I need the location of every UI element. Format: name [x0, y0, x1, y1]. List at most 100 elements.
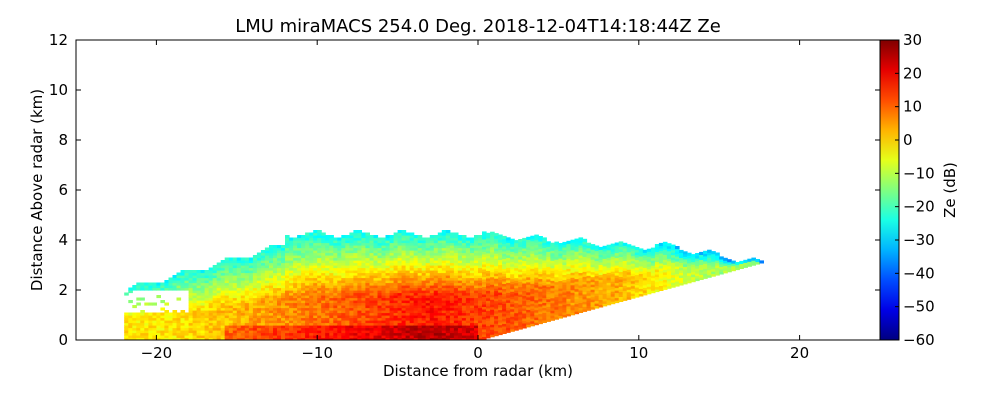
reflectivity-cell [353, 332, 358, 336]
reflectivity-cell [301, 322, 306, 326]
reflectivity-cell [369, 295, 375, 299]
reflectivity-cell [526, 271, 531, 275]
reflectivity-cell [381, 332, 387, 336]
reflectivity-cell [622, 245, 628, 249]
reflectivity-cell [453, 275, 459, 279]
reflectivity-cell [381, 285, 387, 289]
reflectivity-cell [514, 297, 519, 301]
reflectivity-cell [309, 232, 314, 236]
reflectivity-cell [196, 285, 202, 289]
reflectivity-cell [530, 305, 535, 309]
reflectivity-cell [281, 272, 286, 276]
reflectivity-cell [429, 280, 435, 284]
reflectivity-cell [156, 325, 161, 329]
reflectivity-cell [470, 285, 475, 289]
reflectivity-cell [204, 290, 210, 294]
reflectivity-cell [490, 311, 495, 315]
reflectivity-cell [212, 292, 218, 296]
reflectivity-cell [461, 252, 467, 256]
reflectivity-cell [192, 290, 198, 294]
reflectivity-cell [433, 297, 439, 301]
reflectivity-cell [389, 267, 395, 271]
reflectivity-cell [397, 272, 403, 276]
reflectivity-cell [317, 310, 322, 314]
reflectivity-cell [373, 255, 379, 259]
reflectivity-cell [240, 302, 246, 306]
reflectivity-cell [281, 300, 286, 304]
reflectivity-cell [325, 297, 330, 301]
reflectivity-cell [433, 272, 439, 276]
reflectivity-cell [558, 248, 563, 252]
reflectivity-cell [494, 263, 499, 267]
reflectivity-cell [445, 255, 451, 259]
reflectivity-cell [385, 295, 391, 299]
reflectivity-cell [413, 285, 419, 289]
reflectivity-cell [437, 317, 443, 321]
reflectivity-cell [425, 292, 431, 296]
reflectivity-cell [727, 269, 732, 273]
reflectivity-cell [530, 258, 535, 262]
reflectivity-cell [622, 270, 628, 274]
reflectivity-cell [289, 245, 294, 249]
reflectivity-cell [751, 262, 756, 266]
reflectivity-cell [176, 282, 182, 286]
reflectivity-cell [474, 320, 479, 324]
reflectivity-cell [297, 327, 302, 331]
reflectivity-cell [594, 305, 600, 309]
reflectivity-cell [470, 275, 475, 279]
reflectivity-cell [457, 280, 463, 284]
reflectivity-cell [361, 332, 366, 336]
reflectivity-cell [244, 292, 250, 296]
reflectivity-cell [510, 326, 515, 330]
reflectivity-cell [397, 287, 403, 291]
reflectivity-cell [405, 247, 411, 251]
reflectivity-cell [136, 282, 141, 286]
reflectivity-cell [490, 276, 495, 280]
reflectivity-cell [522, 290, 527, 294]
reflectivity-cell [277, 295, 282, 299]
reflectivity-cell [506, 274, 511, 278]
reflectivity-cell [309, 252, 314, 256]
reflectivity-cell [445, 235, 451, 239]
reflectivity-cell [518, 269, 523, 273]
reflectivity-cell [634, 279, 640, 283]
reflectivity-cell [188, 282, 194, 286]
reflectivity-cell [562, 244, 567, 248]
reflectivity-cell [658, 250, 664, 254]
reflectivity-cell [490, 261, 495, 265]
reflectivity-cell [148, 325, 153, 329]
reflectivity-cell [445, 267, 451, 271]
reflectivity-cell [329, 245, 334, 249]
reflectivity-cell [506, 312, 511, 316]
reflectivity-cell [345, 327, 350, 331]
reflectivity-cell [654, 249, 660, 253]
reflectivity-cell [478, 322, 483, 326]
reflectivity-cell [132, 337, 137, 340]
reflectivity-cell [289, 260, 294, 264]
reflectivity-cell [542, 312, 547, 316]
reflectivity-cell [220, 280, 226, 284]
reflectivity-cell [389, 252, 395, 256]
reflectivity-cell [478, 270, 483, 274]
reflectivity-cell [449, 257, 455, 261]
reflectivity-cell [441, 312, 447, 316]
reflectivity-cell [401, 320, 407, 324]
reflectivity-cell [377, 332, 383, 336]
reflectivity-cell [289, 262, 294, 266]
reflectivity-cell [650, 270, 656, 274]
reflectivity-cell [132, 317, 137, 321]
reflectivity-cell [719, 256, 724, 260]
reflectivity-cell [490, 254, 495, 258]
reflectivity-cell [409, 315, 415, 319]
reflectivity-cell [273, 302, 278, 306]
reflectivity-cell [486, 245, 491, 249]
reflectivity-cell [216, 300, 222, 304]
reflectivity-cell [650, 272, 656, 276]
reflectivity-cell [385, 280, 391, 284]
reflectivity-cell [498, 244, 503, 248]
reflectivity-cell [470, 290, 475, 294]
reflectivity-cell [381, 317, 387, 321]
reflectivity-cell [723, 262, 728, 266]
reflectivity-cell [550, 317, 555, 321]
reflectivity-cell [449, 317, 455, 321]
